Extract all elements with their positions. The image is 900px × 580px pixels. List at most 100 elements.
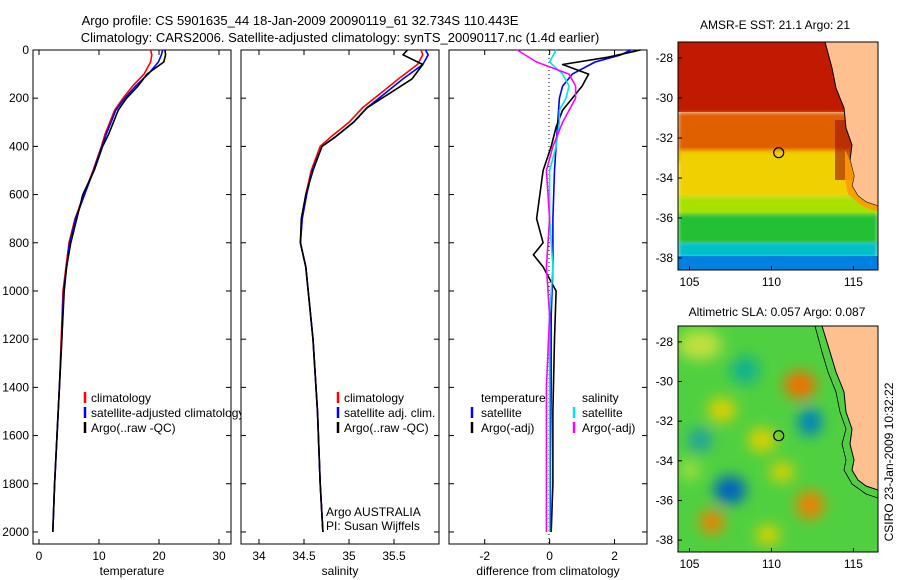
salinity-panel: 34 34.5 35 35.5 salinity climatology satell… — [240, 49, 440, 578]
series-line-argo-raw-qc — [299, 49, 424, 533]
y-tick-label: 1400 — [2, 380, 29, 394]
y-tick-label: -36 — [656, 493, 674, 507]
sst-map-frame — [677, 41, 879, 271]
series-line-temperature-argo-adj — [532, 49, 641, 533]
temperature-xlabel: temperature — [100, 564, 165, 578]
sst-map-panel: AMSR-E SST: 21.1 Argo: 21 105 110 115 -28 -3… — [656, 18, 879, 289]
legend-label-climatology: climatology — [344, 391, 404, 405]
temperature-axes-frame — [32, 49, 232, 545]
argo-location-marker — [773, 147, 785, 159]
series-line-argo-raw-qc — [52, 49, 167, 533]
y-tick-label: 800 — [9, 236, 29, 250]
argo-location-marker — [773, 430, 785, 442]
title-line-1: Argo profile: CS 5901635_44 18-Jan-2009 … — [82, 13, 519, 28]
y-tick-label: 0 — [22, 43, 29, 57]
sla-map-title: Altimetric SLA: 0.057 Argo: 0.087 — [689, 305, 866, 319]
y-tick-label: -36 — [656, 211, 674, 225]
sla-map-frame — [677, 325, 879, 553]
x-tick-label: 35 — [342, 549, 356, 563]
x-tick-label: 30 — [212, 549, 226, 563]
sla-anomaly — [680, 460, 700, 480]
sst-field — [678, 42, 878, 270]
legend-label-climatology: climatology — [91, 391, 151, 405]
sla-anomaly — [770, 462, 794, 482]
sla-anomaly — [688, 428, 712, 452]
x-tick-label: 10 — [92, 549, 106, 563]
difference-xlabel: difference from climatology — [476, 564, 619, 578]
legend-label-satellite: satellite-adjusted climatology — [91, 406, 244, 420]
x-tick-label: 0 — [546, 549, 553, 563]
legend-label-sal-argo: Argo(-adj) — [582, 421, 635, 435]
x-tick-label: 105 — [679, 275, 699, 289]
y-tick-label: 1200 — [2, 332, 29, 346]
sla-anomaly — [796, 491, 824, 519]
salinity-legend: climatology satellite adj. clim. Argo(..… — [336, 391, 435, 435]
x-tick-label: 105 — [679, 557, 699, 571]
y-tick-label: -34 — [656, 171, 674, 185]
legend-label-argo: Argo(..raw -QC) — [91, 421, 176, 435]
annotation-institution: Argo AUSTRALIA — [326, 505, 421, 519]
temperature-legend: climatology satellite-adjusted climatolo… — [83, 391, 244, 435]
sla-anomaly — [756, 525, 780, 545]
salinity-xlabel: salinity — [322, 564, 359, 578]
temperature-panel: 0 10 20 30 0 200 400 600 800 1000 1200 1400 1600 1800… — [2, 43, 244, 578]
sst-land — [825, 42, 878, 206]
sla-anomaly — [731, 356, 759, 384]
footer-credit: CSIRO 23-Jan-2009 10:32:22 — [882, 382, 896, 541]
difference-legend: temperature satellite Argo(-adj) salinit… — [470, 391, 635, 435]
sla-anomaly — [784, 371, 816, 399]
sla-coastline — [821, 326, 878, 491]
difference-panel: -2 0 2 difference from climatology tempera… — [448, 49, 648, 578]
x-tick-label: 34.5 — [292, 549, 316, 563]
sst-map-title: AMSR-E SST: 21.1 Argo: 21 — [700, 18, 850, 32]
sst-band-lime — [678, 196, 878, 216]
x-tick-label: 20 — [152, 549, 166, 563]
y-tick-label: -32 — [656, 414, 674, 428]
sla-anomaly — [714, 476, 746, 504]
annotation-pi: PI: Susan Wijffels — [326, 519, 420, 533]
y-tick-label: -30 — [656, 91, 674, 105]
x-tick-label: 115 — [844, 557, 863, 571]
sla-anomaly — [748, 428, 776, 452]
y-tick-label: 1600 — [2, 429, 29, 443]
y-tick-label: 200 — [9, 91, 29, 105]
x-tick-label: 35.5 — [382, 549, 406, 563]
sst-band-blue — [678, 256, 878, 270]
title-line-2: Climatology: CARS2006. Satellite-adjuste… — [81, 30, 600, 45]
x-tick-label: 110 — [762, 557, 781, 571]
legend-title-salinity: salinity — [582, 391, 619, 405]
y-tick-label: -28 — [656, 335, 674, 349]
x-tick-label: 2 — [611, 549, 618, 563]
y-tick-label: 400 — [9, 139, 29, 153]
sla-land — [822, 326, 878, 490]
sla-shelf-contour — [814, 326, 878, 499]
y-tick-label: -38 — [656, 251, 674, 265]
sla-field — [678, 326, 878, 552]
y-tick-label: -28 — [656, 51, 674, 65]
y-tick-label: -30 — [656, 375, 674, 389]
y-tick-label: -32 — [656, 131, 674, 145]
series-line-salinity-argo-adj — [516, 49, 577, 532]
y-tick-label: 1000 — [2, 284, 29, 298]
y-tick-label: -38 — [656, 533, 674, 547]
x-tick-label: 0 — [36, 549, 43, 563]
y-tick-label: -34 — [656, 454, 674, 468]
sla-anomaly — [700, 510, 724, 534]
legend-label-sal-satellite: satellite — [582, 406, 623, 420]
x-tick-label: 110 — [762, 275, 781, 289]
sst-band-green — [678, 214, 878, 244]
legend-label-satellite: satellite adj. clim. — [344, 406, 435, 420]
sst-coastal-strip — [845, 150, 878, 212]
y-tick-label: 1800 — [2, 477, 29, 491]
sla-anomaly — [798, 408, 822, 436]
sla-anomalies — [678, 330, 824, 545]
sla-anomaly — [708, 398, 736, 422]
y-tick-label: 2000 — [2, 525, 29, 539]
legend-title-temperature: temperature — [481, 391, 546, 405]
x-tick-label: -2 — [479, 549, 490, 563]
x-tick-label: 115 — [844, 275, 863, 289]
legend-label-temp-argo: Argo(-adj) — [481, 421, 534, 435]
x-tick-label: 34 — [252, 549, 266, 563]
salinity-axes-frame — [240, 49, 440, 545]
y-tick-label: 600 — [9, 188, 29, 202]
